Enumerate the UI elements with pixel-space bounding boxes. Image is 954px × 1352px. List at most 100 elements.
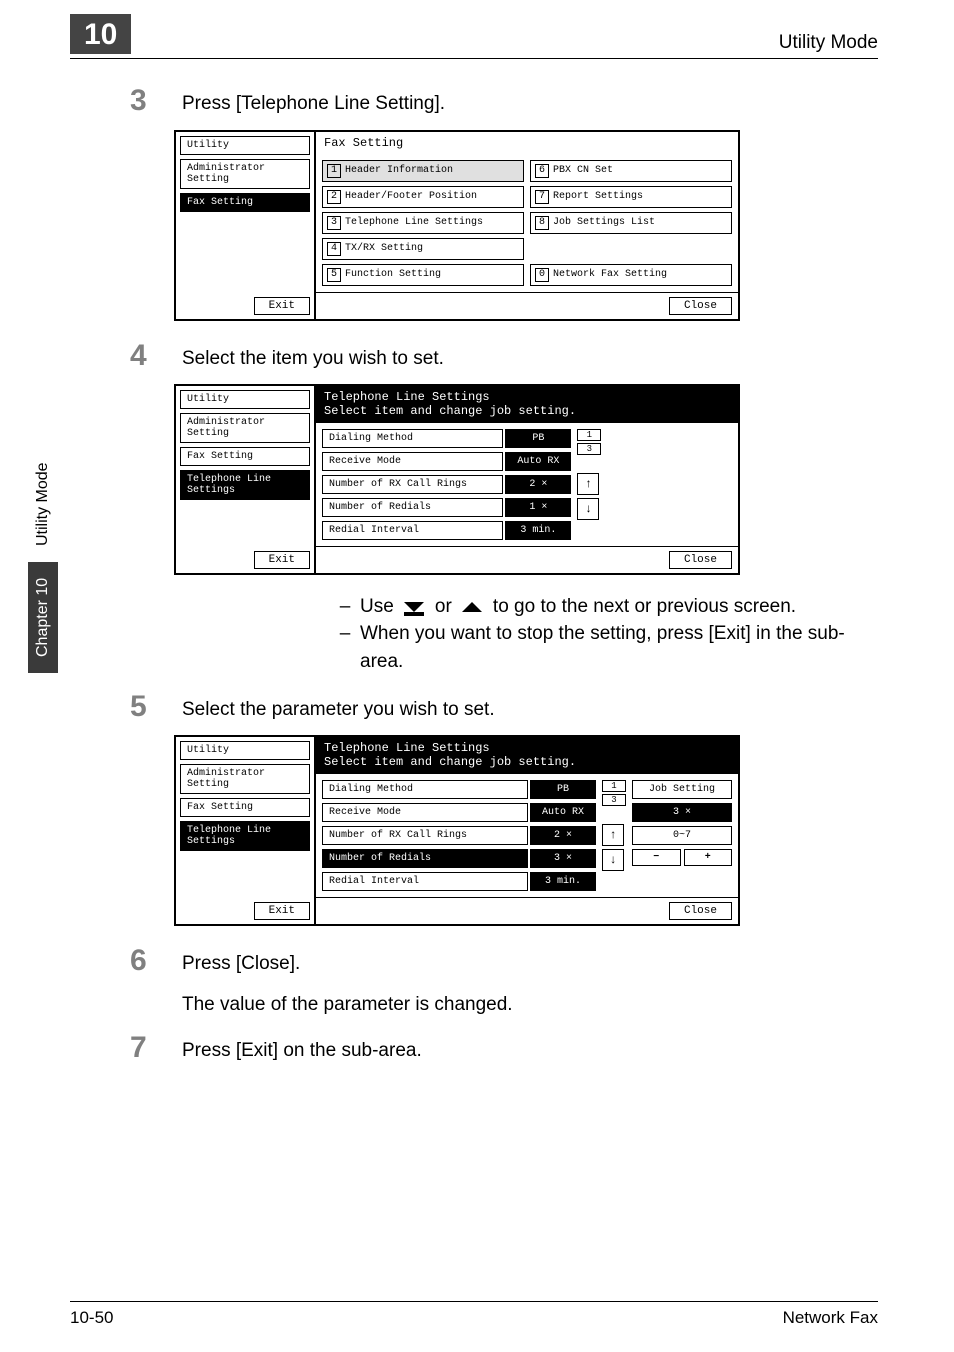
page-current: 1 [577,429,601,441]
ss3-title2: Select item and change job setting. [324,755,730,769]
ss2-breadcrumbs: Utility Administrator Setting Fax Settin… [176,386,316,573]
increment-button[interactable]: + [684,849,733,866]
step-6-text2: The value of the parameter is changed. [182,991,513,1019]
menu-job-settings-list[interactable]: 8 Job Settings List [530,212,732,234]
ss2-header: Telephone Line Settings Select item and … [316,386,738,423]
header-section-title: Utility Mode [779,32,878,54]
job-setting-header: Job Setting [632,780,732,799]
menu-header-information[interactable]: 1Header Information [322,160,524,182]
content-area: 3 Press [Telephone Line Setting]. Utilit… [130,84,870,1076]
crumb-telephone-line-settings[interactable]: Telephone Line Settings [180,821,310,851]
job-setting-panel: Job Setting 3 × 0~7 − + [632,780,732,891]
step-6-text-block: Press [Close]. The value of the paramete… [182,944,513,1019]
row-label: Number of Redials [322,498,503,517]
menu-num: 8 [535,216,549,230]
close-button[interactable]: Close [669,297,732,315]
page-indicator: 1 3 [577,429,601,455]
menu-num: 3 [327,216,341,230]
ss3-title1: Telephone Line Settings [324,741,730,755]
row-dialing-method[interactable]: Dialing MethodPB [322,780,596,799]
page-total: 3 [602,794,626,806]
exit-button[interactable]: Exit [254,902,310,920]
page-header: 10 Utility Mode [70,14,878,59]
menu-report-settings[interactable]: 7 Report Settings [530,186,732,208]
scroll-up-button[interactable]: ↑ [577,473,599,495]
step-5: 5 Select the parameter you wish to set. [130,690,870,724]
screenshot-telephone-line-list: Utility Administrator Setting Fax Settin… [174,384,740,575]
crumb-fax-setting[interactable]: Fax Setting [180,193,310,212]
row-label: Dialing Method [322,429,503,448]
crumb-admin-setting[interactable]: Administrator Setting [180,159,310,189]
row-dialing-method[interactable]: Dialing MethodPB [322,429,571,448]
job-setting-value: 3 × [632,803,732,822]
ss3-header: Telephone Line Settings Select item and … [316,737,738,774]
row-rx-call-rings[interactable]: Number of RX Call Rings2 × [322,475,571,494]
page-indicator: 1 3 [602,780,626,806]
step-3-text: Press [Telephone Line Setting]. [182,84,445,118]
row-redial-interval[interactable]: Redial Interval3 min. [322,521,571,540]
crumb-utility[interactable]: Utility [180,136,310,155]
page-current: 1 [602,780,626,792]
page-footer: 10-50 Network Fax [70,1301,878,1328]
row-receive-mode[interactable]: Receive ModeAuto RX [322,452,571,471]
scroll-up-button[interactable]: ↑ [602,824,624,846]
step-3-number: 3 [130,84,182,116]
scroll-down-button[interactable]: ↓ [577,498,599,520]
menu-num: 0 [535,268,549,282]
crumb-utility[interactable]: Utility [180,741,310,760]
crumb-utility[interactable]: Utility [180,390,310,409]
step-4: 4 Select the item you wish to set. [130,339,870,373]
menu-label: Header/Footer Position [345,191,477,202]
page-total: 3 [577,443,601,455]
crumb-fax-setting[interactable]: Fax Setting [180,798,310,817]
row-rx-call-rings[interactable]: Number of RX Call Rings2 × [322,826,596,845]
row-label: Dialing Method [322,780,528,799]
row-receive-mode[interactable]: Receive ModeAuto RX [322,803,596,822]
menu-num: 1 [327,164,341,178]
menu-label: Report Settings [553,191,643,202]
menu-label: Job Settings List [553,217,655,228]
menu-label: PBX CN Set [553,165,613,176]
screenshot-fax-setting: Utility Administrator Setting Fax Settin… [174,130,740,321]
scroll-down-button[interactable]: ↓ [602,849,624,871]
menu-pbx-cn-set[interactable]: 6PBX CN Set [530,160,732,182]
menu-header-footer-position[interactable]: 2Header/Footer Position [322,186,524,208]
row-value: Auto RX [530,803,596,822]
exit-button[interactable]: Exit [254,551,310,569]
row-label: Receive Mode [322,452,503,471]
ss3-breadcrumbs: Utility Administrator Setting Fax Settin… [176,737,316,924]
row-redial-interval[interactable]: Redial Interval3 min. [322,872,596,891]
menu-tx-rx-setting[interactable]: 4TX/RX Setting [322,238,524,260]
step-4-text: Select the item you wish to set. [182,339,444,373]
note-navigation: Use or to go to the next or previous scr… [360,593,796,621]
up-arrow-icon [462,602,482,612]
crumb-admin-setting[interactable]: Administrator Setting [180,764,310,794]
decrement-button[interactable]: − [632,849,681,866]
close-button[interactable]: Close [669,551,732,569]
row-number-of-redials[interactable]: Number of Redials3 × [322,849,596,868]
menu-num: 7 [535,190,549,204]
side-tab-chapter: Chapter 10 [28,562,58,673]
close-button[interactable]: Close [669,902,732,920]
menu-num: 4 [327,242,341,256]
row-label: Number of RX Call Rings [322,475,503,494]
step-4-notes: – Use or to go to the next or previous s… [330,593,870,676]
row-value: PB [530,780,596,799]
step-5-number: 5 [130,690,182,722]
page-number: 10-50 [70,1308,113,1328]
crumb-fax-setting[interactable]: Fax Setting [180,447,310,466]
menu-label: Telephone Line Settings [345,217,483,228]
menu-telephone-line-settings[interactable]: 3 Telephone Line Settings [322,212,524,234]
step-3: 3 Press [Telephone Line Setting]. [130,84,870,118]
step-5-text: Select the parameter you wish to set. [182,690,495,724]
row-value: 1 × [505,498,571,517]
menu-label: Function Setting [345,269,441,280]
note-exit: When you want to stop the setting, press… [360,620,870,675]
row-number-of-redials[interactable]: Number of Redials1 × [322,498,571,517]
menu-function-setting[interactable]: 5Function Setting [322,264,524,286]
crumb-admin-setting[interactable]: Administrator Setting [180,413,310,443]
exit-button[interactable]: Exit [254,297,310,315]
crumb-telephone-line-settings[interactable]: Telephone Line Settings [180,470,310,500]
menu-network-fax-setting[interactable]: 0Network Fax Setting [530,264,732,286]
row-label: Redial Interval [322,872,528,891]
